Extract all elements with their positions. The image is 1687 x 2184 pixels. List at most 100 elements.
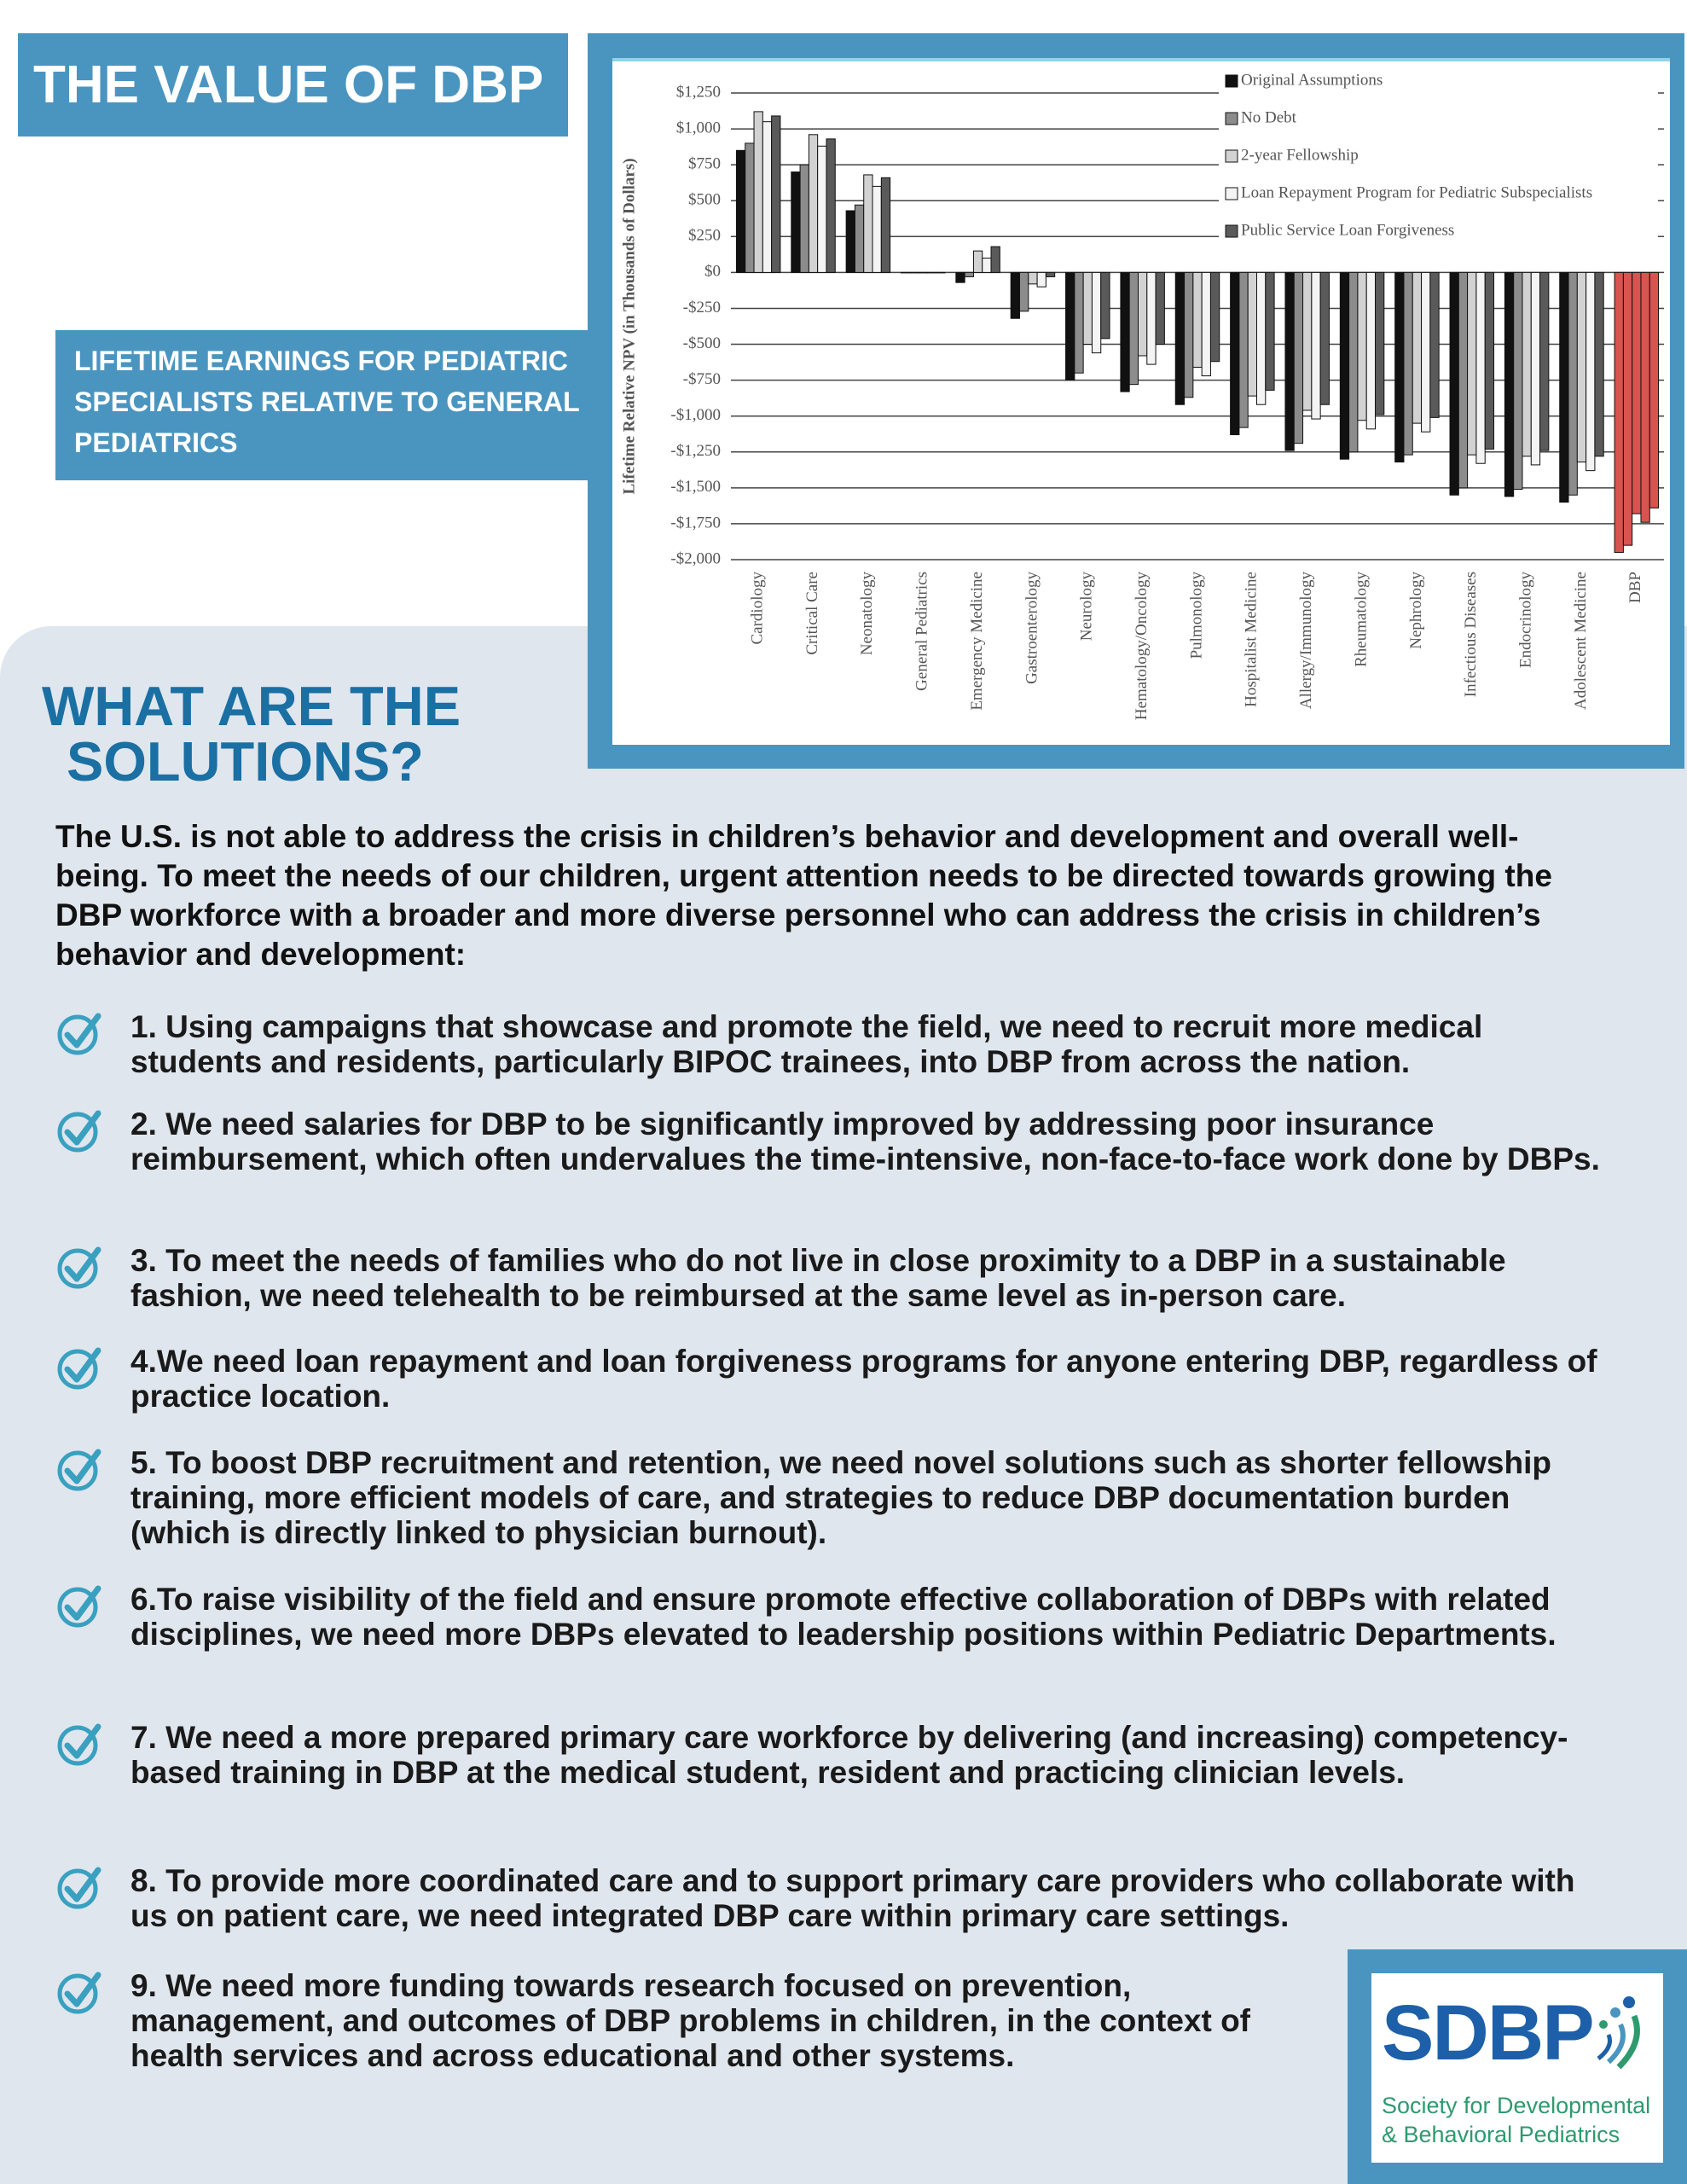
bar	[1018, 271, 1029, 312]
bar	[735, 149, 746, 273]
bar	[936, 271, 946, 274]
bar	[745, 142, 755, 273]
y-tick-label: -$500	[683, 334, 721, 352]
x-tick-label: DBP	[1626, 572, 1644, 603]
y-tick-label: $1,000	[676, 119, 721, 136]
legend-background	[1219, 67, 1658, 255]
bar	[762, 121, 773, 273]
bar	[1265, 271, 1275, 391]
bar	[863, 174, 873, 273]
bar	[1256, 271, 1267, 405]
legend-label: Public Service Loan Forgiveness	[1241, 221, 1454, 239]
bar	[1028, 271, 1038, 285]
x-tick-label: Allergy/Immunology	[1297, 572, 1315, 710]
check-icon	[57, 1347, 101, 1390]
bar	[972, 250, 983, 273]
legend-swatch	[1225, 112, 1238, 125]
solution-item: 6.To raise visibility of the field and e…	[55, 1582, 1616, 1652]
bar	[826, 138, 836, 273]
bar	[1146, 271, 1157, 365]
bar	[1238, 271, 1249, 428]
bar	[1614, 271, 1624, 554]
solution-item: 7. We need a more prepared primary care …	[55, 1720, 1616, 1790]
y-tick-label: $250	[688, 227, 721, 245]
check-icon	[57, 1972, 101, 2014]
x-tick-label: Pulmonology	[1187, 572, 1205, 659]
chart-caption: LIFETIME EARNINGS FOR PEDIATRIC SPECIALI…	[55, 330, 619, 480]
bar	[1586, 271, 1596, 472]
legend-label: Original Assumptions	[1241, 71, 1383, 89]
legend-label: No Debt	[1241, 108, 1297, 126]
x-tick-label: Cardiology	[749, 572, 767, 645]
bar	[909, 271, 919, 274]
logo: SDBP Society for Developmental & Behavio…	[1348, 1949, 1687, 2184]
bar	[1504, 271, 1515, 497]
bar	[817, 145, 827, 273]
logo-tagline-line: Society for Developmental	[1382, 2093, 1651, 2118]
bar	[1010, 271, 1020, 319]
solution-item: 3. To meet the needs of families who do …	[55, 1243, 1616, 1313]
bar	[1568, 271, 1578, 496]
solution-text: 4.We need loan repayment and loan forgiv…	[130, 1344, 1597, 1414]
y-tick-label: -$1,750	[670, 514, 721, 531]
bar	[1394, 271, 1405, 463]
bar	[1640, 271, 1650, 523]
solution-item: 8. To provide more coordinated care and …	[55, 1863, 1616, 1933]
bar	[1230, 271, 1240, 436]
legend-swatch	[1225, 74, 1238, 88]
bar	[1082, 271, 1093, 346]
bar	[990, 246, 1000, 273]
section-heading: WHAT ARE THE	[42, 675, 461, 737]
x-tick-label: General Pediatrics	[913, 572, 931, 691]
y-tick-label: -$1,250	[670, 442, 721, 460]
y-tick-label: -$750	[683, 370, 721, 388]
bar	[964, 271, 974, 277]
x-tick-label: Hospitalist Medicine	[1243, 572, 1261, 707]
bar	[1284, 271, 1295, 451]
x-tick-label: Gastroenterology	[1023, 572, 1041, 684]
bar	[926, 271, 937, 274]
logo-tagline-line: & Behavioral Pediatrics	[1382, 2122, 1620, 2147]
bar	[1559, 271, 1569, 503]
bar	[1484, 271, 1495, 450]
legend-label: 2-year Fellowship	[1241, 146, 1359, 164]
bar	[1458, 271, 1469, 489]
solution-text: 1. Using campaigns that showcase and pro…	[130, 1009, 1483, 1079]
bar	[1522, 271, 1532, 457]
bar	[1192, 271, 1203, 368]
bar	[1412, 271, 1423, 424]
x-tick-label: Adolescent Medicine	[1572, 572, 1590, 710]
y-tick-label: -$1,500	[670, 478, 721, 496]
legend-label: Loan Repayment Program for Pediatric Sub…	[1241, 183, 1592, 201]
bar	[1174, 271, 1186, 405]
bar	[1045, 271, 1056, 277]
legend-swatch	[1225, 187, 1238, 200]
page-title: THE VALUE OF DBP	[18, 33, 568, 136]
y-axis-title: Lifetime Relative NPV (in Thousands of D…	[620, 158, 638, 494]
y-tick-label: $750	[688, 155, 721, 173]
bar	[1649, 271, 1660, 508]
bar	[872, 185, 882, 273]
bar	[1247, 271, 1258, 397]
bar	[753, 111, 763, 273]
legend-swatch	[1225, 224, 1238, 238]
frame-accent	[612, 58, 1670, 61]
bar	[1475, 271, 1486, 464]
bar	[880, 177, 891, 273]
bar	[1403, 271, 1413, 456]
solution-text: 9. We need more funding towards research…	[130, 1968, 1250, 2073]
y-tick-label: -$250	[683, 299, 721, 317]
bar	[1302, 271, 1313, 411]
solution-text: 8. To provide more coordinated care and …	[130, 1863, 1575, 1933]
bar	[1201, 271, 1211, 377]
solution-text: 5. To boost DBP recruitment and retentio…	[130, 1445, 1551, 1550]
bar	[1184, 271, 1194, 398]
bar	[955, 271, 965, 283]
y-tick-label: $500	[688, 191, 721, 209]
logo-mark	[1597, 1996, 1640, 2070]
solution-text: 2. We need salaries for DBP to be signif…	[130, 1107, 1600, 1176]
bar	[1074, 271, 1084, 374]
bar	[845, 210, 855, 273]
check-icon	[57, 1723, 101, 1766]
